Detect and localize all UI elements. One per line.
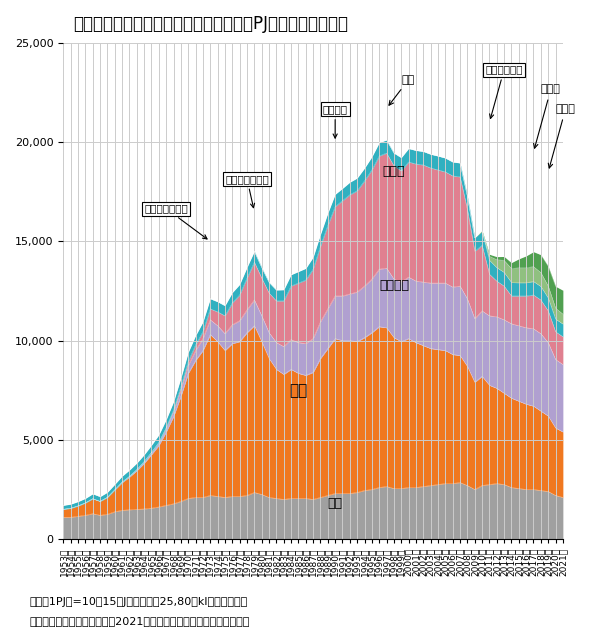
Text: 東日本大震災: 東日本大震災 [485, 65, 523, 118]
Text: 未活用: 未活用 [534, 85, 561, 148]
Text: 第１次石油危機: 第１次石油危機 [144, 204, 207, 239]
Text: 日本の１次エネルギー供給構成の推移（PJ：ペタジュール）: 日本の１次エネルギー供給構成の推移（PJ：ペタジュール） [73, 15, 348, 33]
Text: 石炭: 石炭 [327, 497, 343, 510]
Text: 天然ガス: 天然ガス [379, 279, 409, 291]
Text: （注）1PJ（=10の15乗J）は原油約25,80万klの熱量に相当: （注）1PJ（=10の15乗J）は原油約25,80万klの熱量に相当 [30, 597, 248, 607]
Text: 再エネ: 再エネ [548, 104, 576, 168]
Text: 第２次石油危機: 第２次石油危機 [225, 174, 269, 208]
Text: （出典）資源エネルギー庁（2021）「総合エネルギー統計」より作成: （出典）資源エネルギー庁（2021）「総合エネルギー統計」より作成 [30, 616, 250, 626]
Text: 原子力: 原子力 [382, 165, 405, 178]
Text: 水力: 水力 [389, 74, 415, 105]
Text: 湾岸戦争: 湾岸戦争 [323, 104, 348, 138]
Text: 石油: 石油 [289, 383, 307, 398]
